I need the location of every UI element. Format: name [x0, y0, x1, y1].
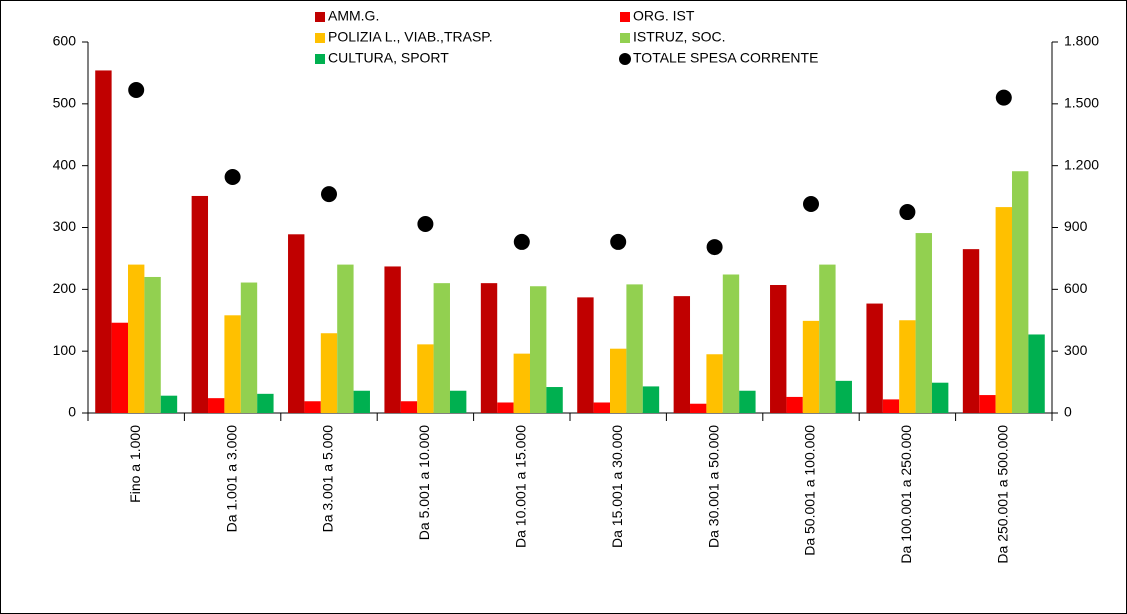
bar	[400, 401, 418, 413]
legend-label: TOTALE SPESA CORRENTE	[633, 50, 818, 66]
x-tick-label: Da 5.001 a 10.000	[416, 425, 432, 540]
bar	[111, 322, 129, 413]
bar	[208, 398, 225, 413]
legend-marker	[620, 12, 630, 22]
x-tick-label: Da 15.001 a 30.000	[609, 425, 625, 548]
bar	[95, 70, 112, 414]
bar	[160, 395, 178, 413]
bar	[931, 382, 949, 413]
bar	[288, 234, 305, 413]
bar	[673, 296, 691, 413]
y2-tick-label: 1.800	[1064, 33, 1099, 49]
bar	[513, 353, 530, 413]
y-tick-label: 0	[68, 404, 76, 420]
bar	[337, 264, 354, 413]
bar	[384, 266, 401, 413]
x-tick-label: Da 100.001 a 250.000	[898, 425, 914, 564]
legend-label: ORG. IST	[633, 8, 695, 24]
bar	[642, 386, 660, 413]
dot	[128, 82, 145, 99]
bar	[417, 344, 434, 413]
bar	[191, 195, 209, 413]
bar	[690, 403, 707, 413]
legend-marker	[619, 53, 631, 65]
bar	[802, 320, 820, 413]
bar	[899, 320, 916, 413]
bar	[257, 393, 274, 413]
dot	[995, 89, 1012, 106]
x-tick-label: Da 30.001 a 50.000	[705, 425, 721, 548]
bar	[835, 380, 852, 413]
legend-marker	[315, 12, 325, 22]
bar	[610, 348, 627, 413]
legend-label: CULTURA, SPORT	[328, 50, 449, 66]
bar	[224, 315, 241, 413]
bar	[706, 354, 723, 413]
bar	[353, 390, 370, 413]
x-tick-label: Da 250.001 a 500.000	[995, 425, 1011, 564]
bar	[866, 303, 883, 413]
y-tick-label: 200	[53, 280, 77, 296]
bar	[546, 387, 563, 413]
y2-tick-label: 1.500	[1064, 95, 1099, 111]
bar	[786, 396, 803, 413]
bar	[304, 401, 321, 413]
y2-tick-label: 300	[1064, 342, 1088, 358]
y-tick-label: 300	[53, 218, 77, 234]
dot	[706, 239, 723, 256]
x-tick-label: Da 1.001 a 3.000	[223, 425, 239, 533]
legend-label: POLIZIA L., VIAB.,TRASP.	[328, 29, 493, 45]
legend-marker	[315, 33, 325, 43]
bar	[577, 297, 594, 413]
bar	[128, 264, 145, 413]
dot	[803, 196, 819, 213]
dot	[224, 169, 241, 186]
dot	[513, 233, 530, 250]
bar	[882, 399, 900, 413]
bar	[1028, 334, 1045, 413]
y2-tick-label: 1.200	[1064, 156, 1099, 172]
bar	[739, 390, 756, 413]
bar	[320, 333, 338, 413]
bar	[480, 283, 498, 413]
bar	[770, 285, 787, 413]
legend-marker	[620, 33, 630, 43]
x-tick-label: Fino a 1.000	[127, 425, 143, 503]
x-tick-label: Da 50.001 a 100.000	[802, 425, 818, 556]
bar	[626, 284, 643, 413]
bar	[1011, 171, 1029, 413]
bar	[144, 276, 161, 413]
legend-label: ISTRUZ, SOC.	[633, 29, 726, 45]
bar	[722, 274, 740, 413]
y-tick-label: 500	[53, 95, 77, 111]
bar	[819, 264, 836, 413]
y-tick-label: 400	[53, 156, 77, 172]
y2-tick-label: 900	[1064, 218, 1088, 234]
y-tick-label: 100	[53, 342, 77, 358]
bar	[529, 286, 547, 413]
y-tick-label: 600	[53, 33, 77, 49]
bar	[593, 402, 611, 413]
bar	[995, 207, 1012, 413]
x-tick-label: Da 3.001 a 5.000	[320, 425, 336, 533]
y2-tick-label: 600	[1064, 280, 1088, 296]
dot	[321, 186, 337, 203]
legend-label: AMM.G.	[328, 8, 379, 24]
x-tick-label: Da 10.001 a 15.000	[513, 425, 529, 548]
bar	[240, 282, 258, 413]
bar	[433, 283, 450, 413]
bar	[962, 249, 980, 413]
bar	[915, 233, 932, 413]
dot	[610, 233, 627, 250]
bar	[449, 390, 467, 413]
bar	[979, 395, 996, 413]
bar	[497, 402, 514, 413]
dot	[417, 215, 434, 232]
dot	[899, 204, 916, 221]
y2-tick-label: 0	[1064, 404, 1072, 420]
legend-marker	[315, 54, 325, 64]
